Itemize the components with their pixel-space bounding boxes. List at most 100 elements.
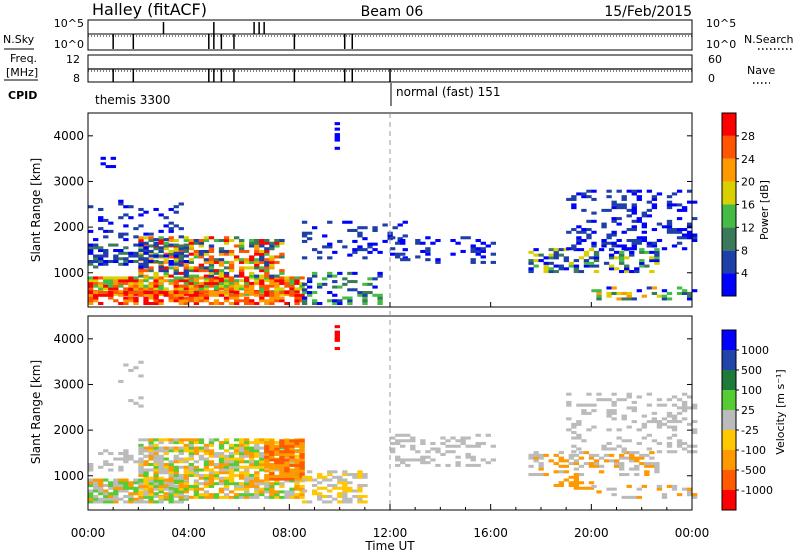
velocity-cell [289, 463, 295, 467]
velocity-cell [654, 470, 660, 474]
velocity-cell [218, 443, 225, 447]
power-cell [601, 225, 607, 229]
power-cell [372, 285, 378, 289]
velocity-cell [558, 470, 564, 474]
velocity-cell [88, 489, 94, 493]
velocity-cell [611, 417, 617, 421]
power-cell [269, 299, 275, 303]
velocity-cell [332, 470, 338, 474]
velocity-cell [88, 494, 94, 498]
power-cell [239, 238, 245, 243]
velocity-cell [327, 478, 333, 482]
power-cell [646, 286, 653, 290]
power-cell [317, 282, 323, 286]
power-cell [264, 291, 270, 295]
power-cell [188, 238, 194, 243]
velocity-cell [158, 481, 164, 485]
power-cell [173, 243, 179, 247]
velocity-cell [203, 449, 210, 453]
power-cell [578, 248, 585, 252]
power-cell [208, 266, 215, 270]
velocity-cell [183, 484, 189, 488]
velocity-cell [395, 455, 401, 459]
velocity-cell [138, 465, 144, 469]
power-cell [183, 263, 189, 267]
velocity-cell [563, 470, 569, 474]
velocity-cell [239, 482, 245, 486]
velocity-cell [188, 449, 194, 453]
power-cell [274, 238, 280, 243]
power-cell [118, 251, 124, 255]
velocity-cell [568, 481, 575, 485]
power-cell [402, 248, 408, 252]
velocity-cell [223, 441, 230, 445]
power-cell [284, 281, 290, 285]
power-cell [118, 216, 124, 220]
power-cell [631, 211, 637, 215]
power-cell [420, 249, 426, 253]
power-cell [128, 276, 134, 280]
power-cell [588, 264, 595, 268]
velocity-cell [218, 468, 225, 472]
velocity-cell [294, 477, 300, 481]
power-cell [264, 271, 270, 275]
velocity-cell [573, 453, 580, 457]
power-cell [158, 241, 164, 245]
power-cell [163, 266, 169, 270]
power-cell [123, 296, 129, 300]
power-cell [118, 232, 124, 236]
power-cell [264, 238, 270, 243]
power-cell [586, 233, 592, 237]
power-cell [656, 192, 663, 196]
velocity-cell [239, 460, 245, 464]
power-cell [362, 299, 368, 303]
velocity-cell [254, 446, 260, 450]
velocity-cell [178, 449, 184, 453]
velocity-cell [153, 494, 159, 498]
power-cell [284, 279, 290, 283]
power-cell [218, 281, 225, 285]
power-cell [639, 250, 645, 254]
power-cell [223, 281, 230, 285]
power-cell [203, 290, 210, 294]
velocity-cell [279, 458, 285, 462]
velocity-cell [173, 454, 179, 458]
power-cell [188, 269, 194, 273]
velocity-cell [624, 473, 630, 477]
power-cell [269, 274, 275, 278]
velocity-cell [342, 500, 348, 504]
power-cell [128, 287, 134, 291]
velocity-cell [606, 487, 612, 491]
power-cell [128, 299, 134, 303]
power-cell [98, 254, 104, 258]
power-cell [113, 243, 119, 247]
velocity-cell [233, 495, 240, 499]
power-cell [593, 259, 600, 263]
power-cell [113, 292, 119, 296]
velocity-cell [692, 420, 698, 424]
velocity-cell [596, 392, 602, 396]
velocity-cell [528, 473, 534, 477]
power-cell [641, 294, 647, 298]
power-cell [218, 247, 225, 251]
power-cell [178, 296, 184, 300]
velocity-cell [621, 495, 627, 499]
power-cell [616, 189, 622, 193]
power-cell [654, 261, 660, 265]
power-cell [284, 291, 290, 295]
velocity-cell [357, 497, 363, 501]
velocity-cell [435, 447, 441, 451]
velocity-cell [332, 497, 338, 501]
power-cell [103, 279, 109, 283]
velocity-cell [269, 474, 275, 478]
power-cell [183, 254, 189, 258]
power-cell [415, 255, 421, 259]
velocity-cell [153, 457, 159, 461]
velocity-cell [188, 471, 194, 475]
power-cell [400, 258, 406, 262]
velocity-cell [118, 465, 124, 469]
velocity-cell [334, 325, 340, 329]
velocity-cell [568, 453, 575, 457]
power-cell [279, 287, 285, 291]
velocity-cell [692, 406, 698, 410]
